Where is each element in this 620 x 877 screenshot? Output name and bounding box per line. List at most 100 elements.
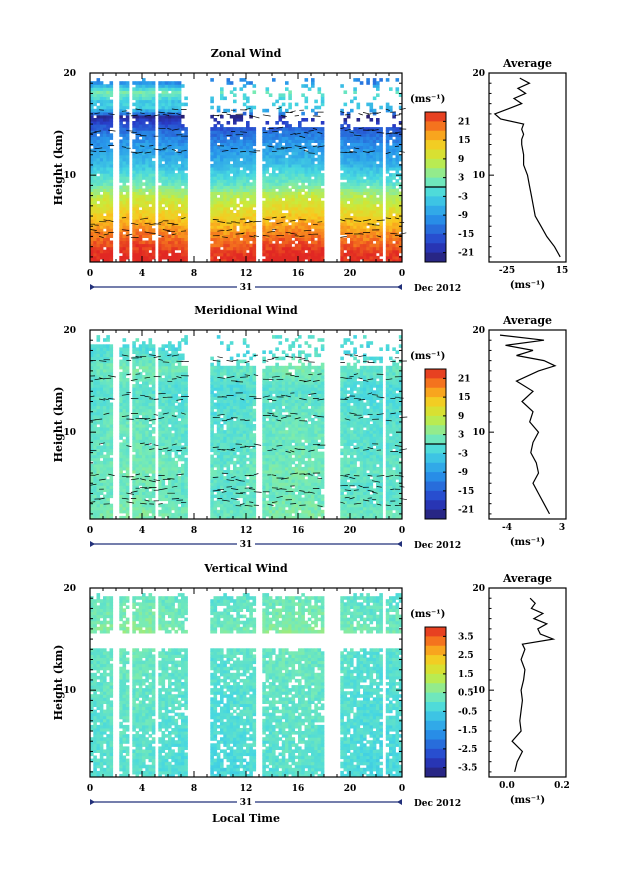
heatmap-cell — [253, 182, 257, 186]
heatmap-cell — [184, 231, 188, 235]
heatmap-cell — [126, 244, 130, 248]
heatmap-cell — [106, 415, 110, 419]
heatmap-cell — [168, 238, 172, 242]
heatmap-cell — [220, 204, 224, 208]
heatmap-cell — [142, 387, 146, 391]
heatmap-cell — [340, 161, 344, 165]
heatmap-cell — [321, 97, 325, 101]
heatmap-cell — [318, 247, 322, 251]
heatmap-cell — [373, 210, 377, 214]
heatmap-cell — [318, 238, 322, 242]
heatmap-cell — [162, 100, 166, 104]
heatmap-cell — [162, 256, 166, 260]
heatmap-cell — [126, 488, 130, 492]
heatmap-cell — [158, 210, 162, 214]
heatmap-cell — [136, 513, 140, 517]
heatmap-cell — [350, 143, 354, 147]
heatmap-cell — [389, 152, 393, 156]
heatmap-cell — [314, 106, 318, 110]
heatmap-cell — [158, 192, 162, 196]
heatmap-cell — [353, 139, 357, 143]
heatmap-cell — [119, 360, 123, 364]
heatmap-cell — [149, 415, 153, 419]
heatmap-cell — [119, 409, 123, 413]
heatmap-cell — [233, 93, 237, 97]
heatmap-cell — [344, 176, 348, 180]
heatmap-cell — [344, 238, 348, 242]
heatmap-cell — [110, 458, 114, 462]
heatmap-cell — [152, 106, 156, 110]
heatmap-cell — [344, 90, 348, 94]
heatmap-cell — [165, 406, 169, 410]
heatmap-cell — [350, 247, 354, 251]
heatmap-cell — [119, 381, 123, 385]
heatmap-cell — [106, 87, 110, 91]
heatmap-cell — [126, 344, 130, 348]
heatmap-cell — [266, 247, 270, 251]
heatmap-cell — [103, 415, 107, 419]
heatmap-cell — [100, 467, 104, 471]
heatmap-cell — [243, 112, 247, 116]
heatmap-cell — [295, 161, 299, 165]
heatmap-cell — [214, 256, 218, 260]
heatmap-cell — [240, 139, 244, 143]
heatmap-cell — [171, 219, 175, 223]
heatmap-cell — [279, 152, 283, 156]
heatmap-cell — [266, 253, 270, 257]
heatmap-cell — [389, 161, 393, 165]
heatmap-cell — [240, 222, 244, 226]
heatmap-cell — [347, 176, 351, 180]
heatmap-cell — [285, 170, 289, 174]
heatmap-cell — [106, 372, 110, 376]
heatmap-cell — [145, 185, 149, 189]
heatmap-cell — [100, 231, 104, 235]
heatmap-cell — [344, 201, 348, 205]
heatmap-cell — [246, 97, 250, 101]
heatmap-cell — [301, 176, 305, 180]
heatmap-cell — [249, 167, 253, 171]
colorbar-swatch — [425, 159, 446, 169]
heatmap-cell — [171, 167, 175, 171]
heatmap-cell — [305, 139, 309, 143]
heatmap-cell — [139, 470, 143, 474]
heatmap-cell — [285, 244, 289, 248]
heatmap-cell — [139, 118, 143, 122]
heatmap-cell — [275, 228, 279, 232]
heatmap-cell — [363, 161, 367, 165]
heatmap-cell — [168, 158, 172, 162]
heatmap-cell — [97, 185, 101, 189]
heatmap-cell — [353, 127, 357, 131]
heatmap-cell — [272, 222, 276, 226]
heatmap-cell — [220, 192, 224, 196]
heatmap-cell — [110, 439, 114, 443]
heatmap-cell — [227, 109, 231, 113]
heatmap-cell — [126, 390, 130, 394]
heatmap-cell — [97, 256, 101, 260]
heatmap-cell — [110, 256, 114, 260]
heatmap-cell — [158, 247, 162, 251]
heatmap-cell — [158, 161, 162, 165]
heatmap-cell — [236, 231, 240, 235]
heatmap-cell — [282, 152, 286, 156]
heatmap-cell — [282, 167, 286, 171]
heatmap-cell — [392, 158, 396, 162]
heatmap-cell — [149, 256, 153, 260]
heatmap-cell — [136, 204, 140, 208]
heatmap-cell — [165, 387, 169, 391]
heatmap-cell — [253, 213, 257, 217]
heatmap-cell — [97, 461, 101, 465]
heatmap-cell — [126, 409, 130, 413]
heatmap-cell — [217, 192, 221, 196]
heatmap-cell — [103, 363, 107, 367]
heatmap-cell — [110, 452, 114, 456]
heatmap-cell — [123, 210, 127, 214]
heatmap-cell — [295, 158, 299, 162]
heatmap-cell — [353, 182, 357, 186]
heatmap-cell — [149, 207, 153, 211]
heatmap-cell — [233, 127, 237, 131]
heatmap-cell — [357, 106, 361, 110]
heatmap-cell — [357, 185, 361, 189]
heatmap-cell — [344, 143, 348, 147]
heatmap-cell — [305, 247, 309, 251]
heatmap-cell — [184, 192, 188, 196]
